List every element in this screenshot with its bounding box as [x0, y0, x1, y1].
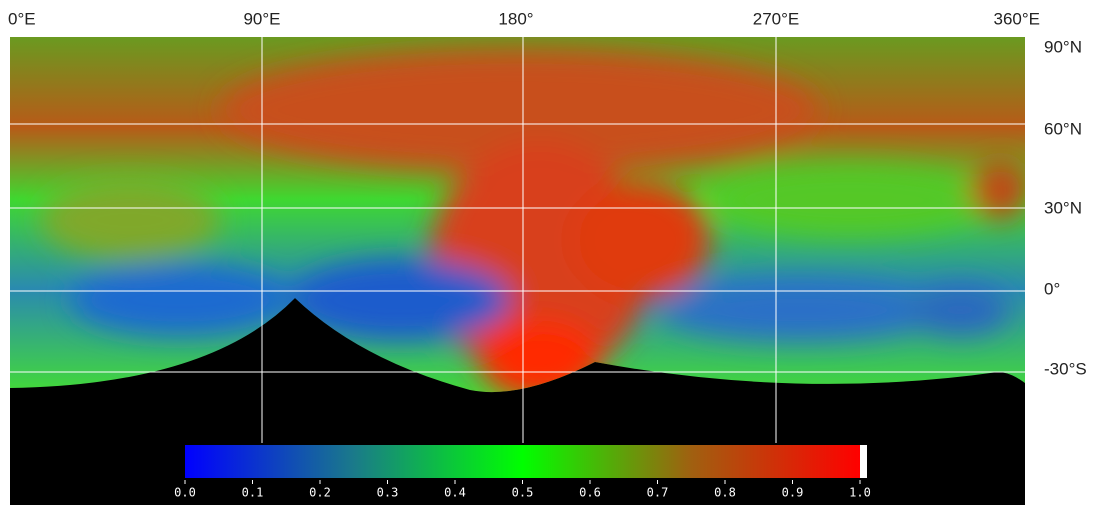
colorbar-tick-label: 0.1 [242, 486, 264, 500]
map-view: 0°E 90°E 180° 270°E 360°E 90°N 60°N 30°N… [0, 0, 1101, 514]
longitude-label: 0°E [8, 9, 36, 28]
colorbar-tick-label: 1.0 [849, 486, 871, 500]
latitude-label: 30°N [1044, 198, 1082, 217]
longitude-label: 90°E [243, 9, 280, 28]
map-image [10, 37, 1030, 400]
longitude-label: 180° [498, 9, 533, 28]
latitude-label: 60°N [1044, 119, 1082, 138]
colorbar-tick-label: 0.4 [444, 486, 466, 500]
colorbar-tick-label: 0.7 [647, 486, 669, 500]
longitude-label: 270°E [753, 9, 800, 28]
colorbar-tick-label: 0.5 [512, 486, 534, 500]
colorbar-tick-label: 0.3 [377, 486, 399, 500]
colorbar-tick-label: 0.6 [579, 486, 601, 500]
colorbar-tick-label: 0.8 [714, 486, 736, 500]
latitude-label: 90°N [1044, 37, 1082, 56]
colorbar-gradient [185, 445, 860, 478]
colorbar-tick-label: 0.9 [782, 486, 804, 500]
colorbar-tick-label: 0.2 [309, 486, 331, 500]
colorbar-tick-label: 0.0 [174, 486, 196, 500]
latitude-label: 0° [1044, 279, 1060, 298]
longitude-label: 360°E [993, 9, 1040, 28]
colorbar-overflow [860, 445, 867, 478]
latitude-label: -30°S [1044, 359, 1087, 378]
